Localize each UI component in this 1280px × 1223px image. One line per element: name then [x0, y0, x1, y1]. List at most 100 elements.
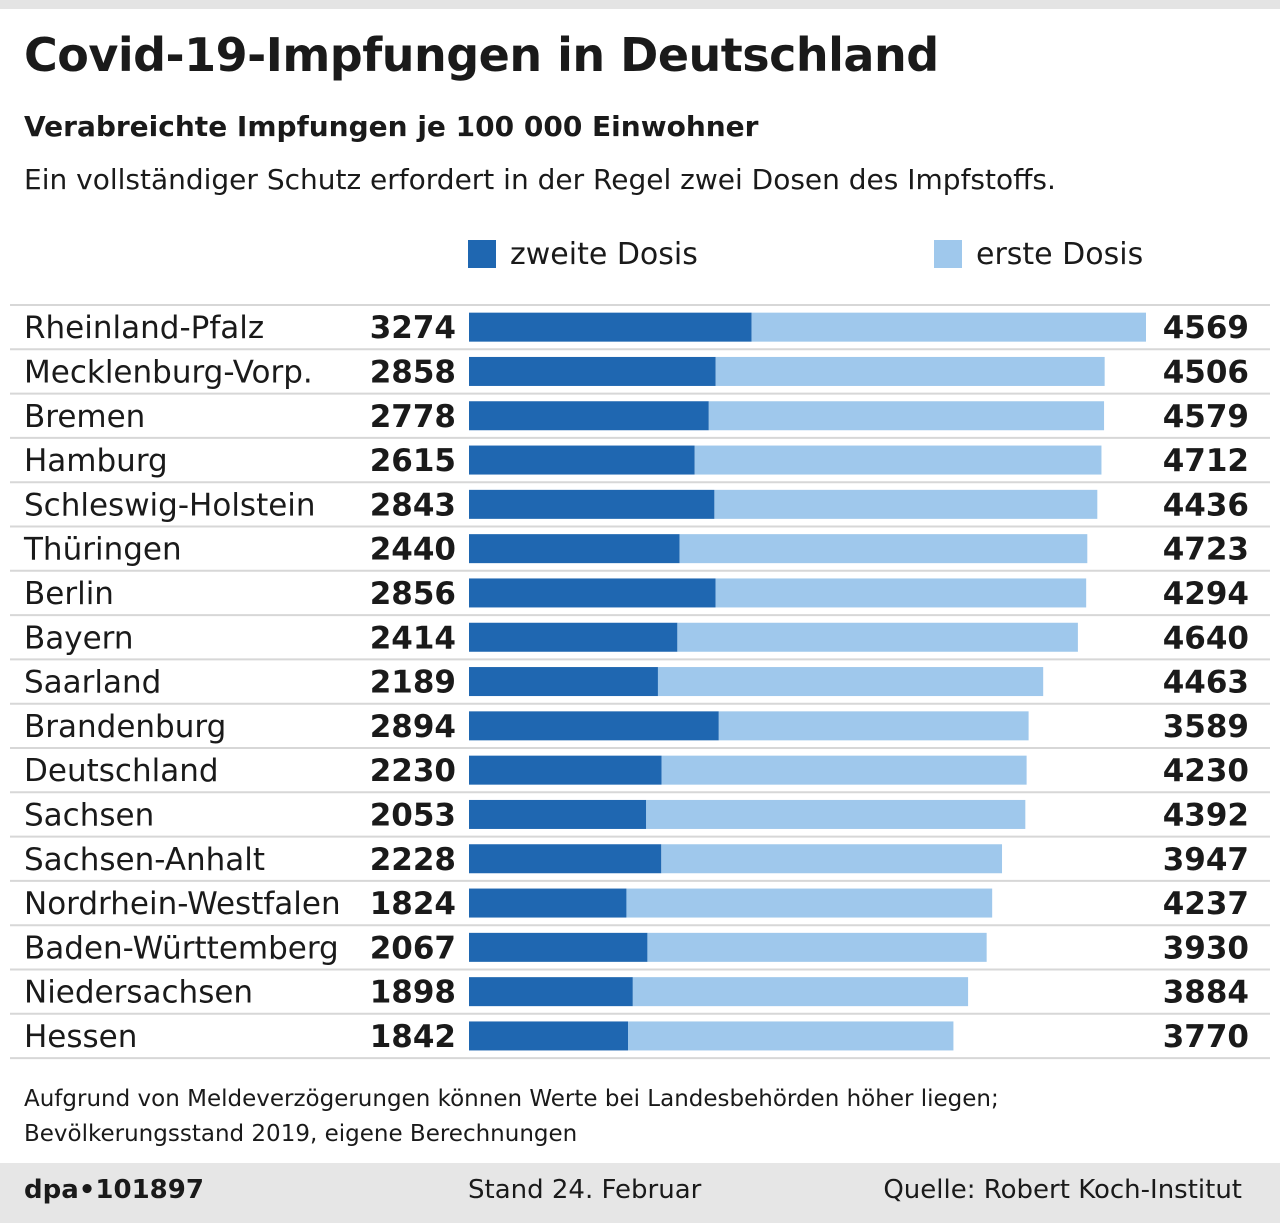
bar-second-dose — [469, 445, 695, 475]
legend-swatch-second — [468, 240, 496, 268]
data-source: Quelle: Robert Koch-Institut — [883, 1175, 1242, 1205]
bar-second-dose — [469, 534, 680, 564]
bar-first-dose — [647, 932, 987, 962]
bar-first-dose — [657, 667, 1044, 697]
footnote-line-2: Bevölkerungsstand 2019, eigene Berechnun… — [24, 1121, 578, 1147]
bar-second-dose — [469, 622, 678, 652]
value-label-first: 3589 — [1163, 709, 1249, 745]
value-label-first: 4230 — [1163, 753, 1249, 789]
footnote-line-1: Aufgrund von Meldeverzögerungen können W… — [24, 1086, 999, 1112]
value-label-first: 4392 — [1163, 797, 1249, 833]
value-label-second: 2067 — [370, 930, 456, 966]
legend-first-dose: erste Dosis — [934, 236, 1143, 272]
bar-second-dose — [469, 977, 633, 1007]
footer-bar: dpa•101897 Stand 24. Februar Quelle: Rob… — [0, 1163, 1280, 1223]
value-label-first: 3770 — [1163, 1019, 1249, 1055]
bar-second-dose — [469, 888, 627, 918]
data-date: Stand 24. Februar — [468, 1175, 702, 1205]
value-label-first: 4569 — [1163, 310, 1249, 346]
value-label-second: 2778 — [370, 399, 456, 435]
agency-credit: dpa•101897 — [24, 1175, 204, 1205]
category-label: Brandenburg — [24, 709, 226, 745]
bar-second-dose — [469, 799, 647, 829]
value-label-first: 3884 — [1163, 975, 1249, 1011]
bar-first-dose — [715, 578, 1087, 608]
bar-second-dose — [469, 401, 709, 431]
bar-second-dose — [469, 711, 719, 741]
value-label-first: 4436 — [1163, 487, 1249, 523]
value-label-second: 2053 — [370, 797, 456, 833]
bar-first-dose — [694, 445, 1102, 475]
bar-second-dose — [469, 844, 662, 874]
value-label-second: 2228 — [370, 842, 456, 878]
category-label: Hessen — [24, 1019, 137, 1055]
bar-first-dose — [679, 534, 1088, 564]
bar-second-dose — [469, 578, 716, 608]
bar-first-dose — [626, 888, 993, 918]
category-label: Baden-Württemberg — [24, 930, 339, 966]
category-label: Schleswig-Holstein — [24, 487, 316, 523]
value-label-second: 2858 — [370, 354, 456, 390]
bar-second-dose — [469, 356, 716, 386]
bar-second-dose — [469, 755, 662, 785]
bar-first-dose — [661, 755, 1027, 785]
bar-second-dose — [469, 932, 648, 962]
value-label-first: 4294 — [1163, 576, 1249, 612]
value-label-second: 1824 — [370, 886, 456, 922]
legend-label-second: zweite Dosis — [510, 236, 698, 272]
chart-title: Covid-19-Impfungen in Deutschland — [24, 28, 939, 82]
value-label-second: 1842 — [370, 1019, 456, 1055]
legend-label-first: erste Dosis — [976, 236, 1144, 272]
category-label: Mecklenburg-Vorp. — [24, 354, 313, 390]
category-label: Thüringen — [23, 532, 182, 568]
bar-chart: Rheinland-Pfalz 3274 4569 Mecklenburg-Vorp.… — [10, 304, 1270, 1060]
value-label-first: 4640 — [1163, 620, 1249, 656]
value-label-second: 2230 — [370, 753, 456, 789]
bar-first-dose — [627, 1021, 954, 1051]
bar-first-dose — [718, 711, 1029, 741]
bar-first-dose — [632, 977, 969, 1007]
bar-second-dose — [469, 667, 658, 697]
bar-first-dose — [708, 401, 1105, 431]
category-label: Deutschland — [24, 753, 219, 789]
bar-second-dose — [469, 489, 715, 519]
bar-second-dose — [469, 312, 752, 342]
value-label-first: 4463 — [1163, 665, 1249, 701]
value-label-second: 2440 — [370, 532, 456, 568]
category-label: Nordrhein-Westfalen — [24, 886, 341, 922]
value-label-second: 1898 — [370, 975, 456, 1011]
category-label: Niedersachsen — [24, 975, 253, 1011]
bar-first-dose — [677, 622, 1078, 652]
bar-first-dose — [715, 356, 1105, 386]
legend-second-dose: zweite Dosis — [468, 236, 698, 272]
value-label-first: 4237 — [1163, 886, 1249, 922]
value-label-first: 3947 — [1163, 842, 1249, 878]
category-label: Rheinland-Pfalz — [24, 310, 264, 346]
category-label: Hamburg — [24, 443, 168, 479]
value-label-second: 2189 — [370, 665, 456, 701]
top-stripe — [0, 0, 1280, 9]
category-label: Sachsen — [24, 797, 154, 833]
bar-first-dose — [661, 844, 1003, 874]
category-label: Bayern — [24, 620, 134, 656]
value-label-second: 2894 — [370, 709, 456, 745]
bar-first-dose — [646, 799, 1026, 829]
bar-second-dose — [469, 1021, 628, 1051]
chart-subtitle: Verabreichte Impfungen je 100 000 Einwoh… — [24, 110, 759, 143]
value-label-first: 4579 — [1163, 399, 1249, 435]
value-label-second: 2414 — [370, 620, 456, 656]
bar-first-dose — [714, 489, 1098, 519]
category-label: Bremen — [24, 399, 145, 435]
bar-first-dose — [751, 312, 1146, 342]
category-label: Sachsen-Anhalt — [24, 842, 265, 878]
value-label-first: 4506 — [1163, 354, 1249, 390]
value-label-second: 2856 — [370, 576, 456, 612]
category-label: Berlin — [24, 576, 114, 612]
chart-description: Ein vollständiger Schutz erfordert in de… — [24, 163, 1056, 196]
footnotes: Aufgrund von Meldeverzögerungen können W… — [24, 1082, 999, 1152]
value-label-first: 4712 — [1163, 443, 1249, 479]
category-label: Saarland — [24, 665, 161, 701]
legend-swatch-first — [934, 240, 962, 268]
value-label-first: 4723 — [1163, 532, 1249, 568]
value-label-first: 3930 — [1163, 930, 1249, 966]
